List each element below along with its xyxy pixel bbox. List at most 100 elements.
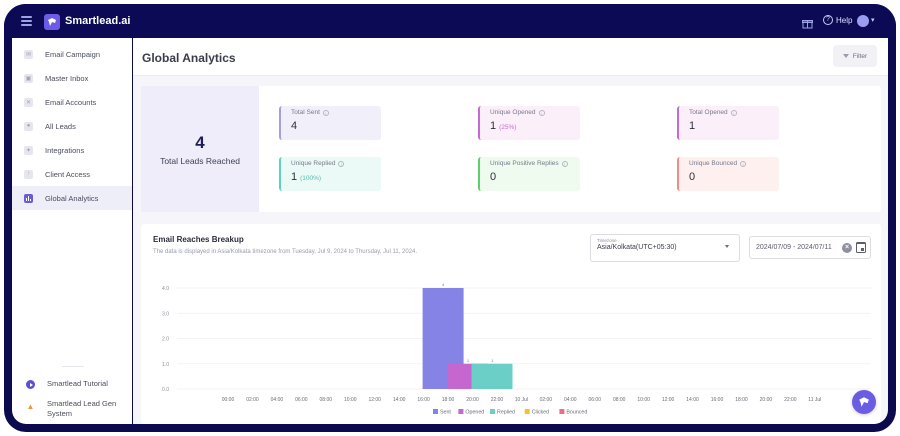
page-header: Global Analytics Filter xyxy=(133,38,888,76)
leads-icon: ● xyxy=(24,121,33,131)
stat-percent: (25%) xyxy=(499,124,517,131)
sidebar-item-smartlead-tutorial[interactable]: Smartlead Tutorial xyxy=(12,379,132,389)
stat-value: 0 xyxy=(490,171,497,183)
svg-text:11 Jul: 11 Jul xyxy=(808,397,821,403)
clear-icon[interactable]: × xyxy=(842,243,852,253)
logo-icon xyxy=(859,397,869,407)
svg-text:18:00: 18:00 xyxy=(735,397,748,403)
stat-card-total-opened: Total Opened i 1 xyxy=(677,106,779,140)
svg-text:10:00: 10:00 xyxy=(344,397,357,403)
svg-text:10:00: 10:00 xyxy=(637,397,650,403)
puzzle-icon: ✦ xyxy=(24,145,33,155)
info-icon[interactable]: i xyxy=(538,109,545,116)
sidebar-item-label: Integrations xyxy=(45,145,85,155)
svg-text:Opened: Opened xyxy=(465,410,484,416)
sidebar-item-label: Global Analytics xyxy=(45,193,99,203)
info-icon[interactable]: i xyxy=(338,160,345,167)
sidebar-item-all-leads[interactable]: ● All Leads xyxy=(12,114,132,138)
stat-value: 0 xyxy=(689,171,696,183)
calendar-icon[interactable] xyxy=(856,242,866,253)
info-icon[interactable]: i xyxy=(730,109,737,116)
info-icon[interactable]: i xyxy=(322,109,329,116)
filter-icon xyxy=(842,54,849,58)
timezone-caption: Timezone xyxy=(597,238,617,243)
stat-value: 1 xyxy=(490,120,497,132)
svg-text:1.0: 1.0 xyxy=(162,362,169,368)
sidebar-item-label: Client Access xyxy=(45,169,91,179)
help-label: Help xyxy=(836,15,853,25)
total-leads-label: Total Leads Reached xyxy=(160,155,240,166)
svg-text:4.0: 4.0 xyxy=(162,286,169,292)
svg-text:22:00: 22:00 xyxy=(491,397,504,403)
info-icon[interactable]: i xyxy=(561,160,568,167)
sidebar-item-label: Smartlead Lead Gen System xyxy=(47,399,117,418)
svg-text:Clicked: Clicked xyxy=(532,410,549,416)
mail-icon: ✕ xyxy=(24,97,33,107)
svg-text:16:00: 16:00 xyxy=(711,397,724,403)
stat-card-unique-replied: Unique Replied i 1 (100%) xyxy=(279,157,381,191)
chevron-down-icon[interactable]: ▾ xyxy=(871,17,875,24)
svg-text:20:00: 20:00 xyxy=(760,397,773,403)
svg-text:18:00: 18:00 xyxy=(442,397,455,403)
svg-text:12:00: 12:00 xyxy=(368,397,381,403)
svg-text:08:00: 08:00 xyxy=(613,397,626,403)
sidebar-item-label: Master Inbox xyxy=(45,73,89,83)
filter-button[interactable]: Filter xyxy=(833,45,877,67)
filter-label: Filter xyxy=(852,52,868,60)
sidebar-item-client-access[interactable]: ↑ Client Access xyxy=(12,162,132,186)
stat-value: 4 xyxy=(291,120,298,132)
total-leads-card: 4 Total Leads Reached xyxy=(141,86,259,212)
svg-text:20:00: 20:00 xyxy=(466,397,479,403)
sidebar-item-lead-gen-system[interactable]: ▲ Smartlead Lead Gen System xyxy=(12,399,132,419)
svg-text:06:00: 06:00 xyxy=(588,397,601,403)
logo-icon[interactable] xyxy=(44,14,60,30)
svg-text:04:00: 04:00 xyxy=(271,397,284,403)
stat-label: Unique Replied xyxy=(291,160,336,167)
svg-text:02:00: 02:00 xyxy=(540,397,553,403)
date-range-input[interactable]: 2024/07/09 - 2024/07/11 × xyxy=(749,236,871,259)
stats-panel: 4 Total Leads Reached Total Sent i 4 Uniq… xyxy=(141,86,881,212)
svg-text:0.0: 0.0 xyxy=(162,387,169,393)
menu-icon[interactable] xyxy=(21,16,32,26)
svg-text:3.0: 3.0 xyxy=(162,311,169,317)
svg-text:06:00: 06:00 xyxy=(295,397,308,403)
sidebar: ✉ Email Campaign ▣ Master Inbox ✕ Email … xyxy=(12,38,132,424)
gift-icon[interactable] xyxy=(802,16,813,29)
inbox-icon: ▣ xyxy=(24,73,33,83)
chart-subtitle: The data is displayed in Asia/Kolkata ti… xyxy=(153,249,418,255)
avatar[interactable] xyxy=(857,15,869,27)
timezone-value: Asia/Kolkata(UTC+05:30) xyxy=(597,244,677,251)
svg-text:10 Jul: 10 Jul xyxy=(515,397,528,403)
svg-text:14:00: 14:00 xyxy=(686,397,699,403)
sidebar-item-global-analytics[interactable]: Global Analytics xyxy=(12,186,132,210)
chart-title: Email Reaches Breakup xyxy=(153,235,244,244)
email-reaches-panel: 0.0 1.0 2.0 3.0 4.0 00:00 02:00 04:00 06:00 08:00… xyxy=(141,224,881,424)
svg-text:1: 1 xyxy=(467,358,470,363)
help-icon: ? xyxy=(823,15,833,25)
info-icon[interactable]: i xyxy=(740,160,747,167)
timezone-select[interactable]: Timezone Asia/Kolkata(UTC+05:30) xyxy=(590,234,740,262)
page-title: Global Analytics xyxy=(142,51,236,65)
sidebar-item-master-inbox[interactable]: ▣ Master Inbox xyxy=(12,66,132,90)
top-navbar: Smartlead.ai ? Help ▾ xyxy=(4,4,896,38)
svg-text:08:00: 08:00 xyxy=(320,397,333,403)
chat-support-button[interactable] xyxy=(852,390,876,414)
stat-label: Unique Opened xyxy=(490,109,536,116)
svg-text:2.0: 2.0 xyxy=(162,337,169,343)
sidebar-item-email-accounts[interactable]: ✕ Email Accounts xyxy=(12,90,132,114)
svg-text:Sent: Sent xyxy=(440,410,451,416)
svg-text:16:00: 16:00 xyxy=(417,397,430,403)
date-range-value: 2024/07/09 - 2024/07/11 xyxy=(756,244,832,251)
help-button[interactable]: ? Help xyxy=(823,15,852,25)
sidebar-item-email-campaign[interactable]: ✉ Email Campaign xyxy=(12,42,132,66)
sidebar-item-label: All Leads xyxy=(45,121,76,131)
svg-text:1: 1 xyxy=(491,358,494,363)
sidebar-item-label: Smartlead Tutorial xyxy=(47,379,108,388)
stat-label: Unique Positive Replies xyxy=(490,160,559,167)
fire-icon: ▲ xyxy=(26,402,35,411)
stat-value: 1 xyxy=(689,120,696,132)
sidebar-item-integrations[interactable]: ✦ Integrations xyxy=(12,138,132,162)
svg-text:04:00: 04:00 xyxy=(564,397,577,403)
svg-text:12:00: 12:00 xyxy=(662,397,675,403)
stat-label: Total Opened xyxy=(689,109,728,116)
